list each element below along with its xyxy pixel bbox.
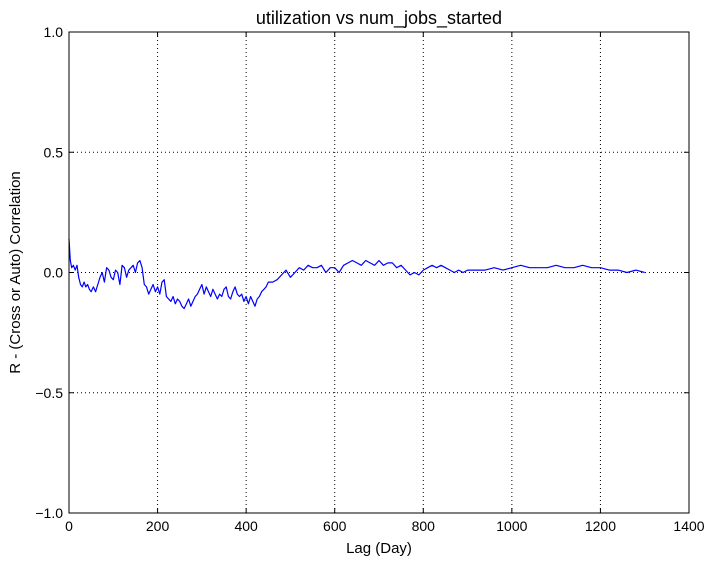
x-axis-label: Lag (Day)	[346, 540, 412, 557]
x-tick-label: 400	[234, 518, 258, 534]
x-tick-label: 1000	[496, 518, 527, 534]
grid-lines	[69, 32, 689, 513]
y-axis-label: R - (Cross or Auto) Correlation	[7, 171, 24, 374]
x-tick-label: 800	[412, 518, 436, 534]
y-tick-label: 0.0	[44, 265, 64, 281]
y-tick-label: 1.0	[44, 24, 64, 40]
x-tick-label: 600	[323, 518, 347, 534]
x-tick-label: 0	[65, 518, 73, 534]
y-tick-label: −0.5	[35, 385, 63, 401]
y-tick-label: −1.0	[35, 505, 63, 521]
axis-ticks	[68, 31, 690, 514]
x-tick-label: 1200	[585, 518, 616, 534]
chart-title: utilization vs num_jobs_started	[256, 8, 502, 29]
x-tick-label: 200	[146, 518, 170, 534]
y-tick-label: 0.5	[44, 144, 64, 160]
tick-labels: 0 200 400 600 800 1000 1200 1400 −1.0 −0.5 0.0 0.5 1…	[35, 24, 704, 534]
series-layer	[68, 238, 645, 310]
x-tick-label: 1400	[673, 518, 704, 534]
series-line	[68, 238, 645, 310]
